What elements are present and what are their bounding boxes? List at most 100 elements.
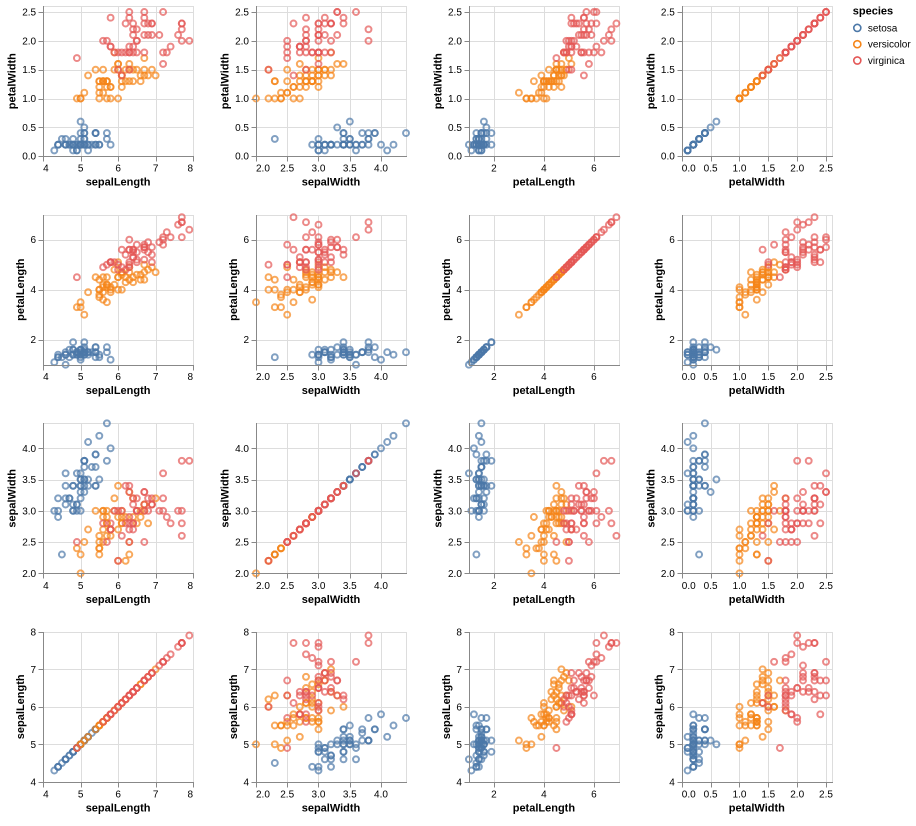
- svg-text:1.0: 1.0: [733, 789, 747, 800]
- svg-text:2.5: 2.5: [280, 581, 294, 592]
- svg-text:petalWidth: petalWidth: [433, 53, 445, 109]
- svg-text:sepalLength: sepalLength: [86, 594, 151, 606]
- svg-text:2: 2: [31, 335, 37, 346]
- svg-text:6: 6: [456, 235, 462, 246]
- svg-text:1.0: 1.0: [22, 94, 36, 105]
- svg-text:virginica: virginica: [868, 56, 905, 67]
- svg-text:2.5: 2.5: [819, 789, 833, 800]
- svg-text:8: 8: [188, 581, 194, 592]
- svg-text:1.0: 1.0: [661, 94, 675, 105]
- svg-text:petalLength: petalLength: [513, 802, 576, 814]
- svg-text:sepalWidth: sepalWidth: [302, 177, 361, 189]
- svg-text:3.0: 3.0: [312, 581, 326, 592]
- svg-text:sepalWidth: sepalWidth: [302, 802, 361, 814]
- svg-text:2.0: 2.0: [790, 164, 804, 175]
- svg-text:4: 4: [243, 285, 249, 296]
- svg-text:0.5: 0.5: [704, 372, 718, 383]
- svg-text:2.0: 2.0: [790, 581, 804, 592]
- svg-text:0.0: 0.0: [682, 789, 696, 800]
- svg-text:2.5: 2.5: [235, 538, 249, 549]
- svg-text:1.5: 1.5: [761, 372, 775, 383]
- svg-text:3.5: 3.5: [343, 789, 357, 800]
- svg-text:6: 6: [243, 235, 249, 246]
- svg-text:5: 5: [456, 740, 462, 751]
- svg-text:2.0: 2.0: [448, 36, 462, 47]
- svg-text:4: 4: [31, 777, 37, 788]
- svg-text:4: 4: [541, 372, 547, 383]
- svg-text:1.5: 1.5: [22, 65, 36, 76]
- svg-text:petalLength: petalLength: [513, 594, 576, 606]
- svg-text:2.0: 2.0: [448, 569, 462, 580]
- svg-text:7: 7: [153, 581, 159, 592]
- svg-text:3.0: 3.0: [312, 372, 326, 383]
- svg-text:4: 4: [43, 581, 49, 592]
- svg-text:6: 6: [591, 581, 597, 592]
- svg-text:2.5: 2.5: [448, 8, 462, 19]
- svg-text:2: 2: [491, 372, 497, 383]
- svg-text:6: 6: [669, 702, 675, 713]
- svg-text:4: 4: [541, 164, 547, 175]
- svg-text:petalLength: petalLength: [441, 258, 453, 321]
- svg-text:setosa: setosa: [868, 23, 898, 34]
- svg-text:2.5: 2.5: [280, 164, 294, 175]
- svg-text:6: 6: [669, 235, 675, 246]
- svg-text:petalLength: petalLength: [513, 385, 576, 397]
- svg-text:4.0: 4.0: [448, 444, 462, 455]
- svg-text:0.5: 0.5: [22, 123, 36, 134]
- svg-text:species: species: [853, 6, 893, 18]
- svg-text:2.0: 2.0: [661, 569, 675, 580]
- svg-text:0.0: 0.0: [448, 152, 462, 163]
- svg-text:2.0: 2.0: [790, 789, 804, 800]
- svg-text:6: 6: [115, 164, 121, 175]
- svg-text:0.0: 0.0: [235, 152, 249, 163]
- svg-text:6: 6: [31, 235, 37, 246]
- svg-text:3.5: 3.5: [343, 581, 357, 592]
- svg-text:2.5: 2.5: [661, 538, 675, 549]
- svg-text:sepalLength: sepalLength: [86, 802, 151, 814]
- svg-text:4: 4: [541, 581, 547, 592]
- svg-text:3.5: 3.5: [448, 475, 462, 486]
- svg-text:4.0: 4.0: [374, 372, 388, 383]
- svg-text:petalLength: petalLength: [15, 258, 27, 321]
- svg-text:3.5: 3.5: [661, 475, 675, 486]
- svg-text:5: 5: [78, 164, 84, 175]
- svg-text:4: 4: [31, 285, 37, 296]
- svg-text:sepalWidth: sepalWidth: [302, 385, 361, 397]
- svg-text:4: 4: [456, 285, 462, 296]
- svg-text:sepalLength: sepalLength: [441, 674, 453, 739]
- svg-text:2: 2: [491, 789, 497, 800]
- svg-text:5: 5: [31, 740, 37, 751]
- svg-text:0.5: 0.5: [661, 123, 675, 134]
- svg-text:2.5: 2.5: [22, 8, 36, 19]
- svg-text:2: 2: [491, 164, 497, 175]
- svg-text:3.0: 3.0: [312, 164, 326, 175]
- svg-text:6: 6: [591, 164, 597, 175]
- svg-text:8: 8: [188, 372, 194, 383]
- svg-text:2.5: 2.5: [819, 372, 833, 383]
- svg-text:0.5: 0.5: [704, 164, 718, 175]
- svg-text:2.5: 2.5: [22, 538, 36, 549]
- svg-text:6: 6: [115, 581, 121, 592]
- svg-text:1.5: 1.5: [235, 65, 249, 76]
- svg-text:0.0: 0.0: [682, 581, 696, 592]
- svg-text:petalWidth: petalWidth: [220, 53, 232, 109]
- svg-text:2.0: 2.0: [256, 789, 270, 800]
- svg-text:1.0: 1.0: [733, 581, 747, 592]
- svg-text:7: 7: [153, 164, 159, 175]
- svg-text:1.5: 1.5: [761, 789, 775, 800]
- svg-text:6: 6: [115, 372, 121, 383]
- svg-text:2.5: 2.5: [661, 8, 675, 19]
- svg-text:2: 2: [491, 581, 497, 592]
- svg-text:4: 4: [541, 789, 547, 800]
- svg-text:7: 7: [456, 665, 462, 676]
- svg-text:2: 2: [456, 335, 462, 346]
- svg-text:1.0: 1.0: [733, 372, 747, 383]
- svg-text:3.0: 3.0: [661, 506, 675, 517]
- svg-text:2.0: 2.0: [256, 164, 270, 175]
- svg-text:3.5: 3.5: [22, 475, 36, 486]
- svg-text:petalLength: petalLength: [228, 258, 240, 321]
- svg-text:8: 8: [243, 627, 249, 638]
- svg-text:petalWidth: petalWidth: [729, 177, 785, 189]
- svg-text:1.5: 1.5: [661, 65, 675, 76]
- svg-text:1.5: 1.5: [761, 164, 775, 175]
